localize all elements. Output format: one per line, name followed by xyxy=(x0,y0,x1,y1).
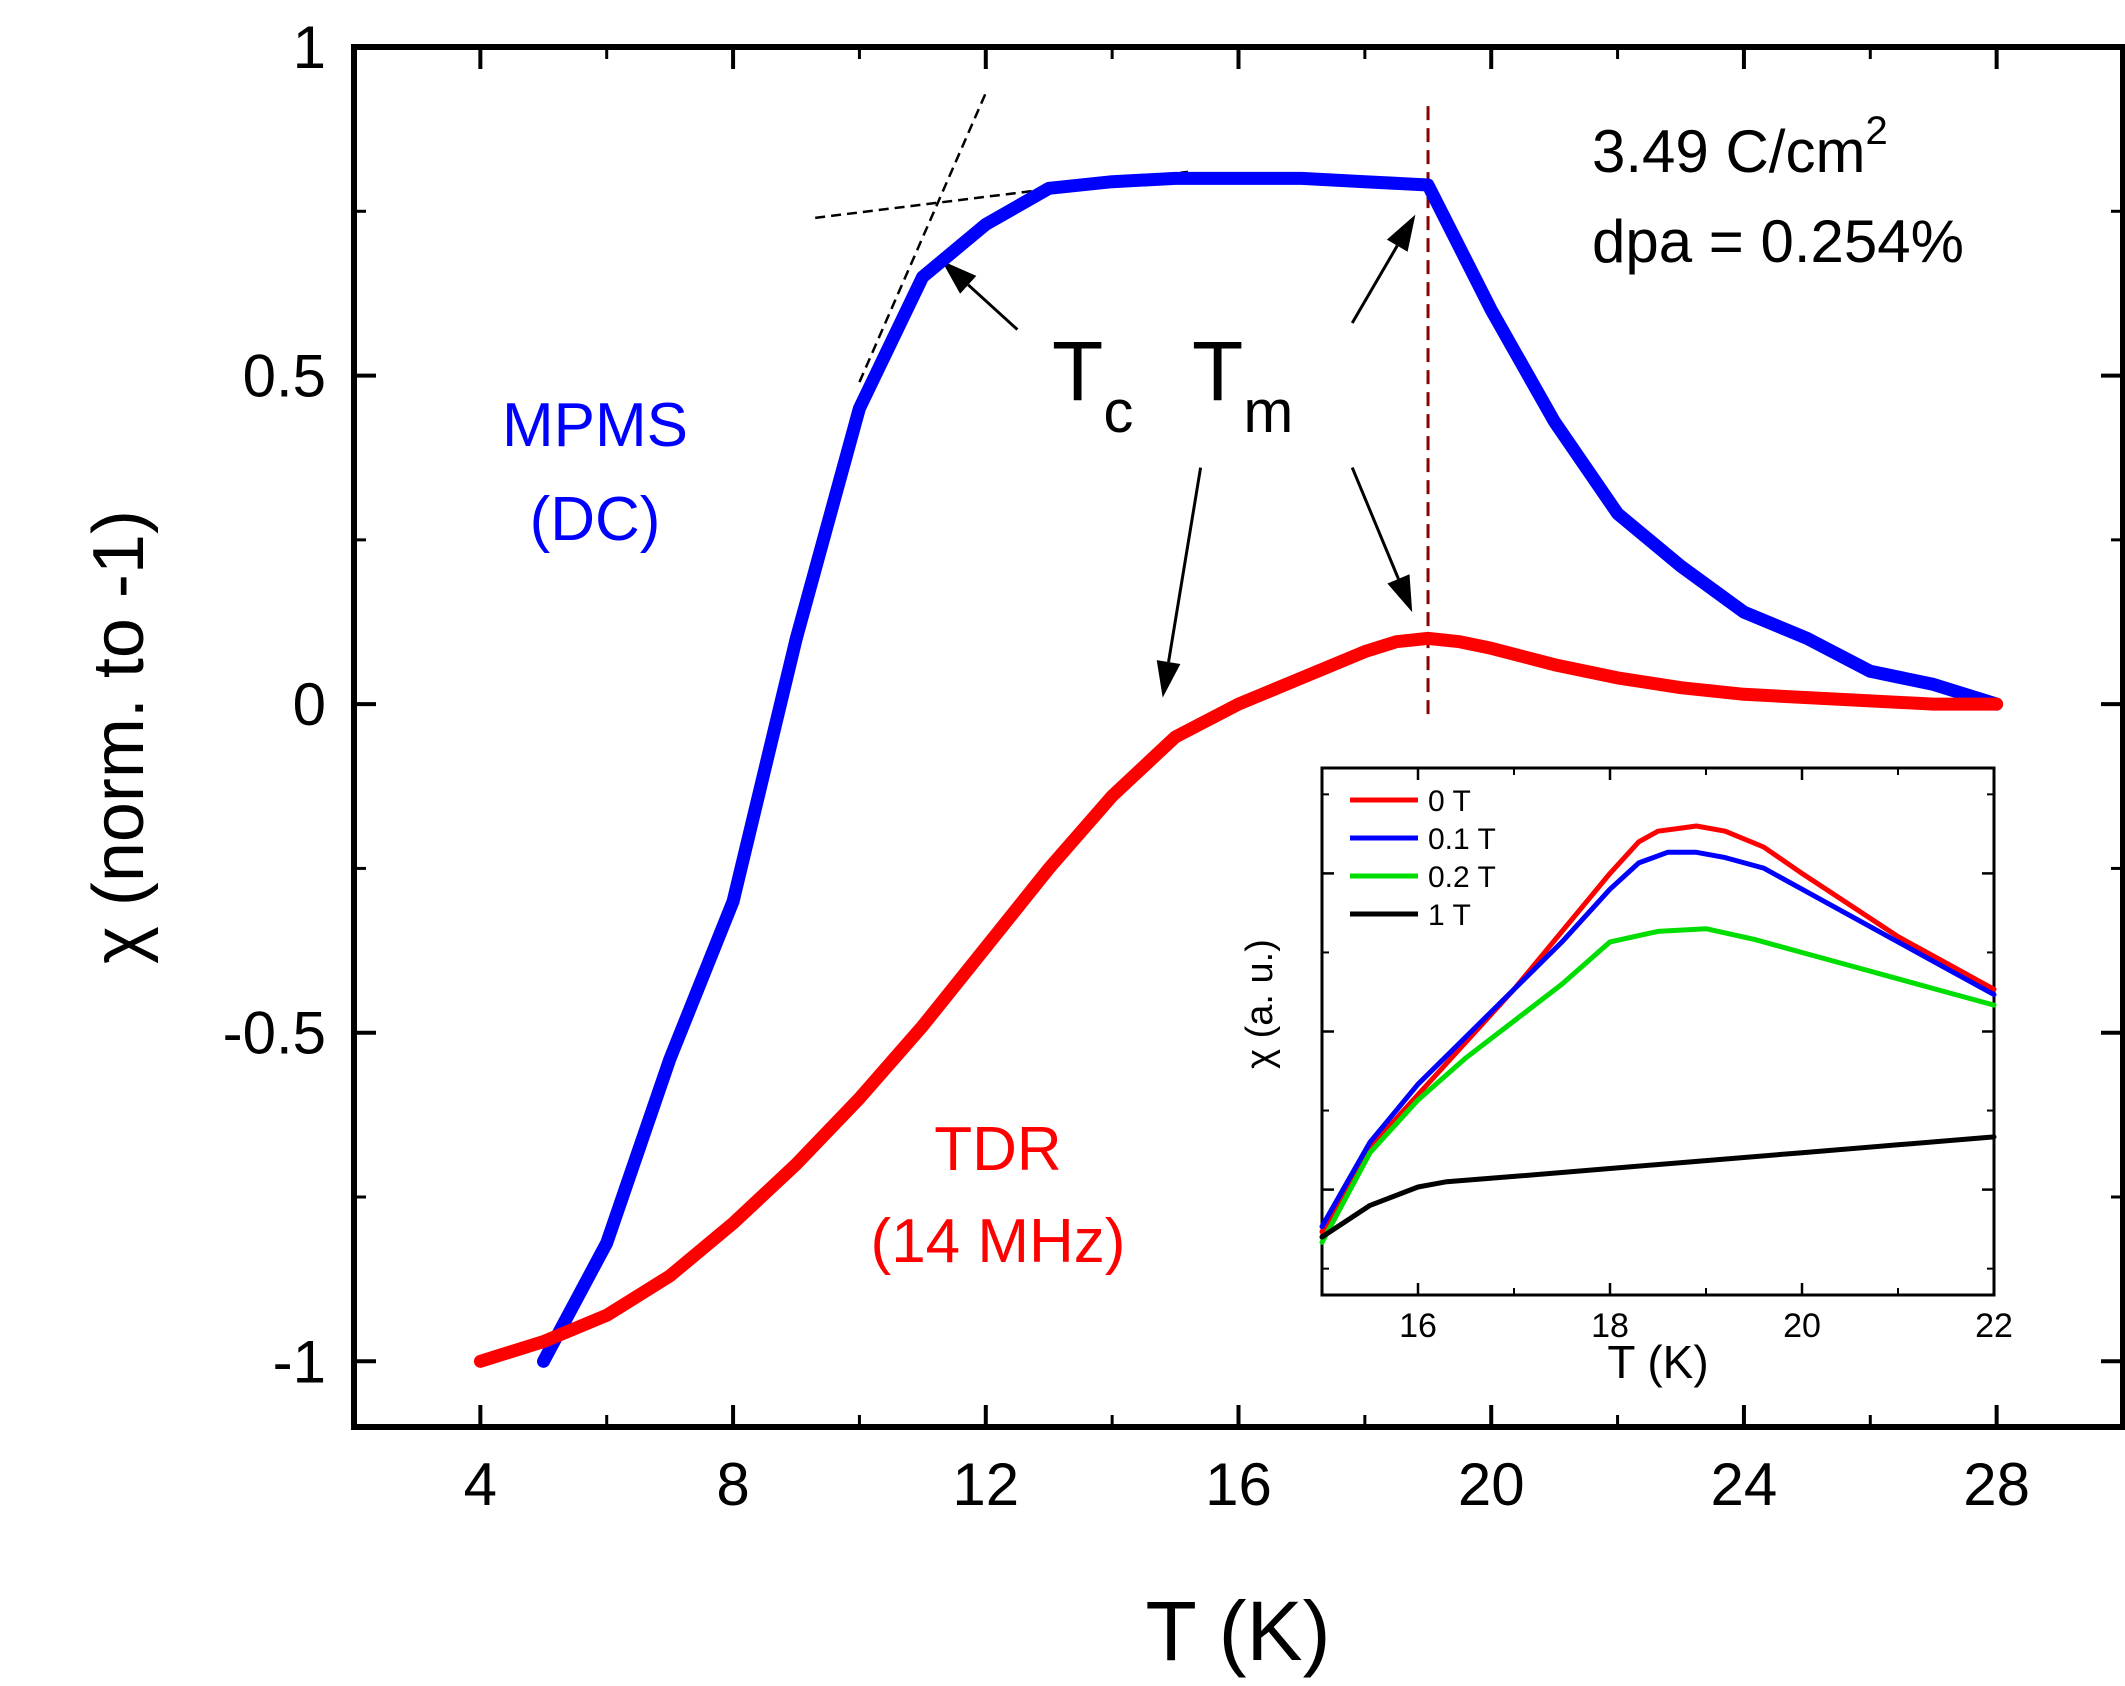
x-tick-label: 28 xyxy=(1963,1451,2030,1518)
y-tick-label: 1 xyxy=(293,14,326,81)
x-tick-label: 20 xyxy=(1458,1451,1525,1518)
inset-series-line-0-1-t xyxy=(1319,849,1997,1229)
arrow-shaft-tc-tdr xyxy=(1167,467,1203,663)
series-line-mpms-dc xyxy=(537,171,2004,1368)
dose-annotation: 3.49 C/cm2 xyxy=(1592,109,1888,185)
inset-x-tick-label: 16 xyxy=(1399,1307,1437,1345)
main-y-axis-label: χ (norm. to -1) xyxy=(79,510,159,964)
x-tick-label: 12 xyxy=(952,1451,1019,1518)
dpa-annotation: dpa = 0.254% xyxy=(1592,208,1964,275)
arrow-head-tc-tdr xyxy=(1156,660,1181,698)
legend-label-0-2-t: 0.2 T xyxy=(1428,861,1496,894)
x-tick-label: 8 xyxy=(716,1451,749,1518)
series-line-tdr-14-mhz xyxy=(473,631,2004,1368)
main-series xyxy=(473,171,2004,1368)
inset-x-tick-label: 20 xyxy=(1783,1307,1821,1345)
tangent-dashed-line xyxy=(858,92,987,383)
legend-label-0-t: 0 T xyxy=(1428,785,1471,818)
main-y-tick-labels: -1 -0.5 0 0.5 1 xyxy=(223,14,326,1395)
main-x-axis-label: T (K) xyxy=(1145,1584,1330,1678)
x-tick-label: 4 xyxy=(464,1451,497,1518)
tm-label: Tm xyxy=(1192,324,1293,445)
legend-label-1-t: 1 T xyxy=(1428,899,1471,932)
tc-label: Tc xyxy=(1052,324,1133,445)
mpms-label-line2: (DC) xyxy=(530,485,661,554)
x-tick-label: 24 xyxy=(1711,1451,1778,1518)
x-tick-label: 16 xyxy=(1205,1451,1272,1518)
inset-series xyxy=(1319,823,1997,1245)
inset-plot: 16 18 20 22 0 T 0.1 T 0.2 T 1 T T (K) χ (a. u.… xyxy=(1239,766,2013,1388)
arrow-head-tm-tdr xyxy=(1387,574,1413,613)
inset-x-tick-label: 22 xyxy=(1975,1307,2013,1345)
arrow-head-tm-mpms xyxy=(1386,214,1416,252)
main-x-tick-labels: 4 8 12 16 20 24 28 xyxy=(464,1451,2030,1518)
arrow-shaft-tm-tdr xyxy=(1350,466,1400,580)
mpms-label-line1: MPMS xyxy=(502,391,688,460)
inset-ticks xyxy=(1321,768,1996,1295)
inset-x-tick-labels: 16 18 20 22 xyxy=(1399,1307,2013,1345)
arrow-head-tc-mpms xyxy=(941,260,977,294)
inset-x-tick-label: 18 xyxy=(1591,1307,1629,1345)
y-tick-label: -0.5 xyxy=(223,1000,326,1067)
legend-label-0-1-t: 0.1 T xyxy=(1428,823,1496,856)
inset-series-line-1-t xyxy=(1319,1134,1997,1240)
arrow-shaft-tm-mpms xyxy=(1350,244,1399,324)
y-tick-label: 0 xyxy=(293,671,326,738)
y-tick-label: -1 xyxy=(273,1328,326,1395)
inset-x-axis-label: T (K) xyxy=(1607,1336,1708,1388)
inset-series-line-0-t xyxy=(1319,823,1997,1235)
inset-legend: 0 T 0.1 T 0.2 T 1 T xyxy=(1350,785,1496,932)
arrow-shaft-tc-mpms xyxy=(967,283,1019,331)
inset-plot-frame xyxy=(1320,766,1996,1297)
inset-series-line-0-2-t xyxy=(1319,926,1997,1245)
main-plot: 4 8 12 16 20 24 28 -1 -0.5 0 0.5 1 T (K) χ (norm. … xyxy=(79,14,2125,1678)
inset-y-axis-label: χ (a. u.) xyxy=(1239,939,1281,1069)
tdr-label-line2: (14 MHz) xyxy=(871,1207,1126,1276)
tdr-label-line1: TDR xyxy=(934,1115,1061,1184)
y-tick-label: 0.5 xyxy=(243,343,326,410)
main-ticks xyxy=(352,45,2125,1427)
